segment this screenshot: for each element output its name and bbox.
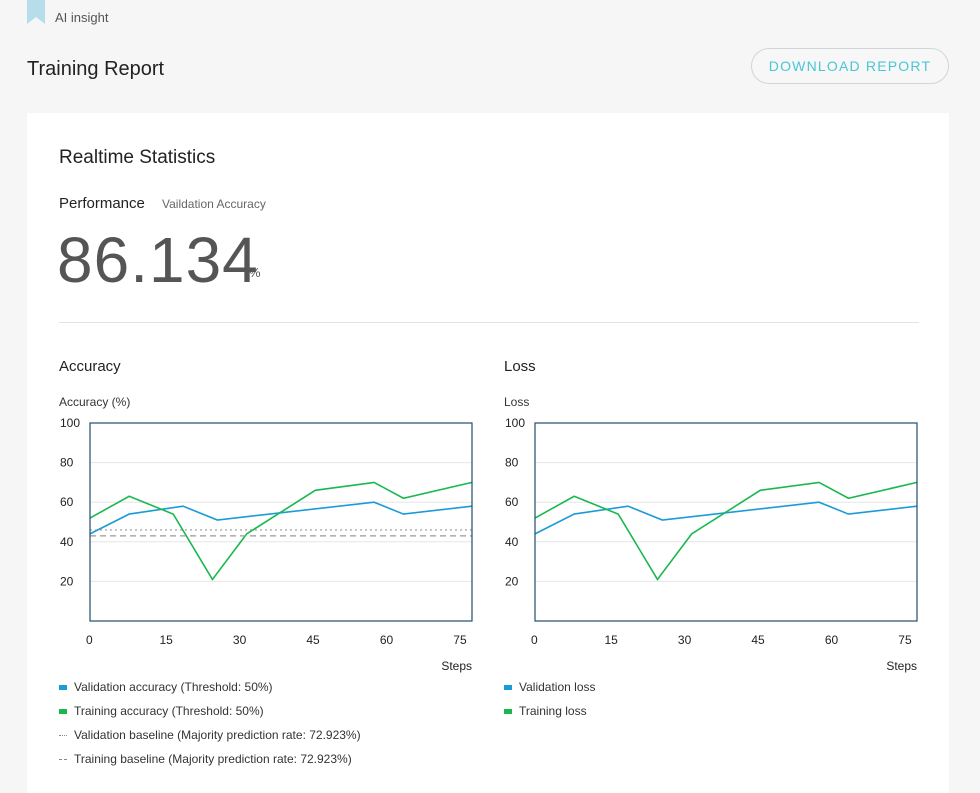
x-tick-label: 75 bbox=[453, 633, 467, 647]
legend-label: Validation accuracy (Threshold: 50%) bbox=[74, 680, 273, 694]
legend-label: Training loss bbox=[519, 704, 587, 718]
page-title: Training Report bbox=[27, 58, 165, 80]
legend-label: Training baseline (Majority prediction r… bbox=[74, 752, 352, 766]
accuracy-title: Accuracy bbox=[59, 358, 121, 375]
card-title: Realtime Statistics bbox=[59, 147, 216, 168]
validation-swatch bbox=[504, 684, 512, 690]
training-swatch bbox=[59, 708, 67, 714]
accuracy-chart: 20 40 60 80 100 0 15 30 45 60 75 Steps bbox=[60, 416, 473, 673]
accuracy-unit: % bbox=[249, 265, 261, 280]
x-tick-label: 60 bbox=[825, 633, 839, 647]
plot-frame bbox=[534, 422, 918, 622]
y-tick-label: 20 bbox=[505, 574, 519, 588]
y-tick-label: 100 bbox=[505, 416, 525, 430]
series-line bbox=[89, 501, 473, 535]
legend-training-accuracy: Training accuracy (Threshold: 50%) bbox=[59, 704, 264, 718]
legend-validation-accuracy: Validation accuracy (Threshold: 50%) bbox=[59, 680, 273, 694]
legend-label: Validation baseline (Majority prediction… bbox=[74, 728, 361, 742]
y-tick-label: 60 bbox=[60, 495, 74, 509]
y-tick-label: 40 bbox=[505, 535, 519, 549]
y-tick-label: 100 bbox=[60, 416, 80, 430]
x-axis-label: Steps bbox=[441, 659, 472, 673]
y-tick-label: 40 bbox=[60, 535, 74, 549]
dotted-swatch bbox=[59, 734, 67, 736]
divider bbox=[59, 322, 919, 323]
loss-chart: 20 40 60 80 100 0 15 30 45 60 75 Steps bbox=[505, 416, 918, 673]
x-tick-label: 45 bbox=[306, 633, 320, 647]
y-tick-label: 20 bbox=[60, 574, 74, 588]
insight-label: AI insight bbox=[55, 10, 109, 25]
x-tick-label: 60 bbox=[380, 633, 394, 647]
x-tick-label: 15 bbox=[159, 633, 173, 647]
performance-label: Performance bbox=[59, 195, 145, 212]
series-line bbox=[534, 481, 918, 581]
accuracy-value: 86.134 bbox=[57, 224, 259, 296]
download-report-button[interactable]: DOWNLOAD REPORT bbox=[751, 48, 949, 84]
plot-frame bbox=[89, 422, 473, 622]
statistics-card: Realtime Statistics Performance Vaildati… bbox=[27, 113, 949, 793]
x-tick-label: 15 bbox=[604, 633, 618, 647]
legend-training-baseline: Training baseline (Majority prediction r… bbox=[59, 752, 352, 766]
x-tick-label: 0 bbox=[531, 633, 538, 647]
loss-title: Loss bbox=[504, 358, 536, 375]
x-tick-label: 45 bbox=[751, 633, 765, 647]
loss-ylabel: Loss bbox=[504, 395, 530, 409]
bookmark-icon bbox=[27, 0, 45, 24]
legend-training-loss: Training loss bbox=[504, 704, 587, 718]
accuracy-ylabel: Accuracy (%) bbox=[59, 395, 131, 409]
x-axis-label: Steps bbox=[886, 659, 917, 673]
dashed-swatch bbox=[59, 758, 67, 760]
x-tick-label: 75 bbox=[898, 633, 912, 647]
series-line bbox=[534, 501, 918, 535]
legend-validation-loss: Validation loss bbox=[504, 680, 596, 694]
y-tick-label: 80 bbox=[505, 456, 519, 470]
validation-swatch bbox=[59, 684, 67, 690]
y-tick-label: 80 bbox=[60, 456, 74, 470]
x-tick-label: 0 bbox=[86, 633, 93, 647]
x-tick-label: 30 bbox=[678, 633, 692, 647]
series-line bbox=[89, 481, 473, 581]
training-swatch bbox=[504, 708, 512, 714]
legend-label: Validation loss bbox=[519, 680, 596, 694]
y-tick-label: 60 bbox=[505, 495, 519, 509]
performance-sublabel: Vaildation Accuracy bbox=[162, 197, 266, 211]
legend-validation-baseline: Validation baseline (Majority prediction… bbox=[59, 728, 361, 742]
legend-label: Training accuracy (Threshold: 50%) bbox=[74, 704, 264, 718]
x-tick-label: 30 bbox=[233, 633, 247, 647]
